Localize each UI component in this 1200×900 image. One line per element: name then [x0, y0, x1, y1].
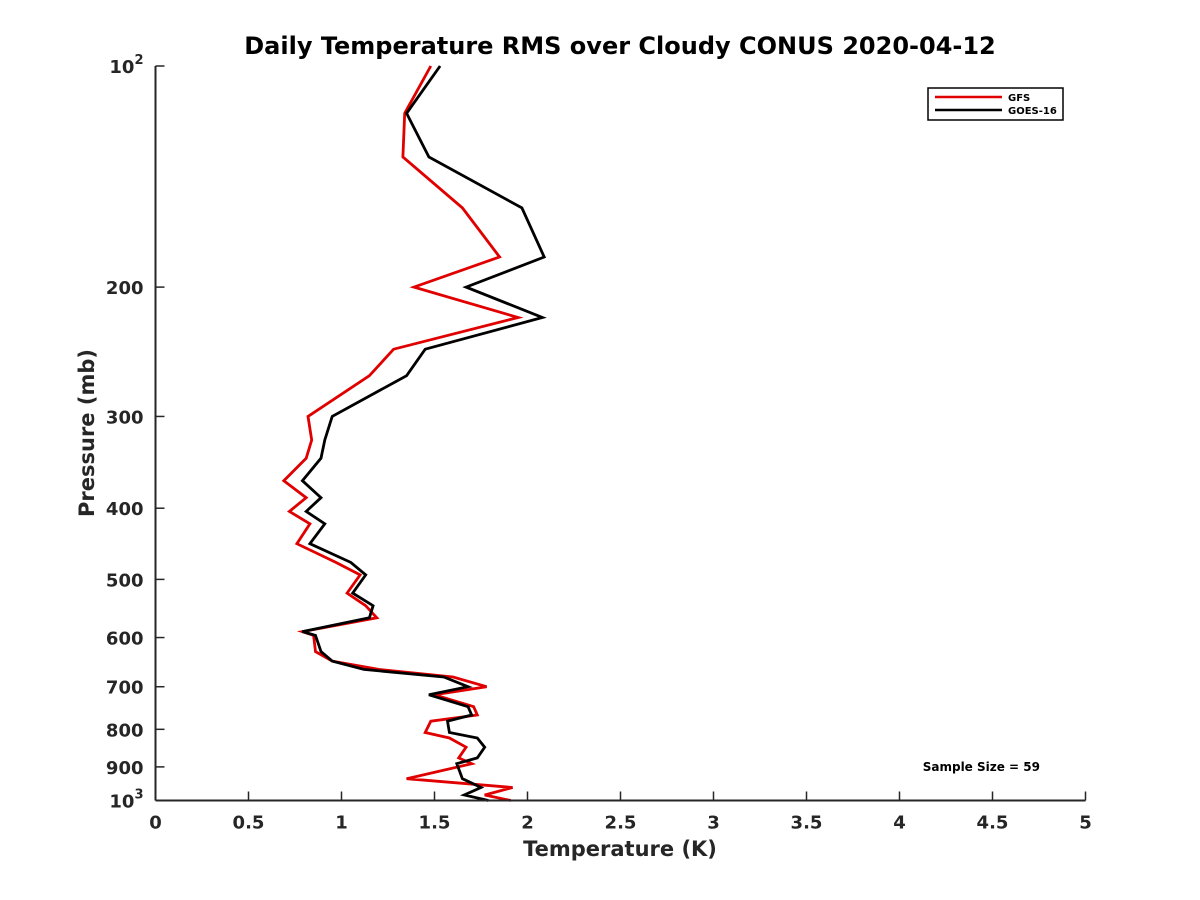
y-tick-label: 500 [106, 570, 144, 591]
y-tick-label: 600 [106, 629, 144, 650]
y-tick-label: 700 [106, 678, 144, 699]
x-axis-label: Temperature (K) [523, 837, 717, 861]
x-tick-label: 4.5 [977, 813, 1009, 834]
series-line-goes-16 [300, 65, 547, 802]
x-tick-label: 4 [893, 813, 906, 834]
sample-size-annotation: Sample Size = 59 [923, 760, 1040, 774]
series-line-gfs [281, 65, 524, 802]
y-tick-label: 200 [106, 278, 144, 299]
x-tick-label: 3 [707, 813, 720, 834]
legend-label-goes16: GOES-16 [1008, 106, 1057, 117]
y-tick-label: 400 [106, 499, 144, 520]
y-ticks: 102 200 300 400 500 600 700 800 900 103 [106, 53, 165, 813]
x-tick-label: 2.5 [605, 813, 637, 834]
y-tick-label: 103 [109, 788, 143, 813]
y-tick-label: 300 [106, 407, 144, 428]
x-tick-label: 1.5 [419, 813, 451, 834]
x-tick-label: 0 [149, 813, 162, 834]
x-ticks: 0 0.5 1 1.5 2 2.5 3 3.5 4 4.5 5 [149, 791, 1092, 834]
x-tick-label: 5 [1079, 813, 1092, 834]
x-tick-label: 2 [521, 813, 534, 834]
y-tick-label: 800 [106, 720, 144, 741]
x-tick-label: 0.5 [233, 813, 265, 834]
x-tick-label: 1 [335, 813, 348, 834]
x-tick-label: 3.5 [791, 813, 823, 834]
legend: GFS GOES-16 [927, 87, 1064, 121]
y-tick-label: 102 [109, 53, 143, 78]
series-layer [281, 65, 547, 802]
y-axis-label: Pressure (mb) [75, 349, 99, 517]
legend-box [927, 87, 1064, 121]
legend-label-gfs: GFS [1008, 93, 1030, 104]
chart-title: Daily Temperature RMS over Cloudy CONUS … [244, 32, 996, 60]
y-tick-label: 900 [106, 758, 144, 779]
